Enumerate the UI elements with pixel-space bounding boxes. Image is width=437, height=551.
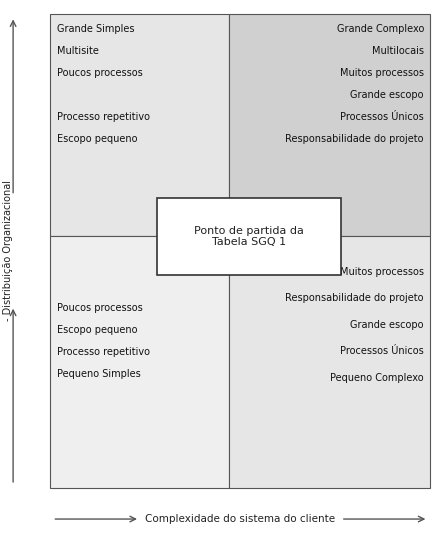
Text: Poucos processos: Poucos processos — [57, 302, 142, 312]
Text: Grande escopo: Grande escopo — [350, 90, 424, 100]
Bar — [50, 14, 229, 236]
Text: Multisite: Multisite — [57, 46, 99, 56]
Text: Processo repetitivo: Processo repetitivo — [57, 112, 150, 122]
Text: Muitos processos: Muitos processos — [340, 68, 424, 78]
Text: Pequeno Complexo: Pequeno Complexo — [330, 372, 424, 382]
Bar — [50, 236, 229, 488]
Text: Processo repetitivo: Processo repetitivo — [57, 347, 150, 356]
Bar — [157, 198, 341, 275]
Bar — [229, 14, 430, 236]
Text: Processos Únicos: Processos Únicos — [340, 346, 424, 356]
Text: Grande Complexo: Grande Complexo — [336, 24, 424, 34]
Text: Processos Únicos: Processos Únicos — [340, 112, 424, 122]
Text: Escopo pequeno: Escopo pequeno — [57, 325, 137, 334]
Text: Pequeno Simples: Pequeno Simples — [57, 369, 141, 379]
Text: Ponto de partida da
Tabela SGQ 1: Ponto de partida da Tabela SGQ 1 — [194, 226, 304, 247]
Text: Muitos processos: Muitos processos — [340, 267, 424, 277]
Bar — [229, 236, 430, 488]
Text: Grande escopo: Grande escopo — [350, 320, 424, 329]
Text: Responsabilidade do projeto: Responsabilidade do projeto — [285, 293, 424, 303]
Text: - Distribuição Organizacional: - Distribuição Organizacional — [3, 180, 13, 321]
Text: Complexidade do sistema do cliente: Complexidade do sistema do cliente — [145, 514, 336, 524]
Text: Poucos processos: Poucos processos — [57, 68, 142, 78]
Text: Grande Simples: Grande Simples — [57, 24, 134, 34]
Text: Multilocais: Multilocais — [372, 46, 424, 56]
Text: Escopo pequeno: Escopo pequeno — [57, 134, 137, 144]
Text: Responsabilidade do projeto: Responsabilidade do projeto — [285, 134, 424, 144]
